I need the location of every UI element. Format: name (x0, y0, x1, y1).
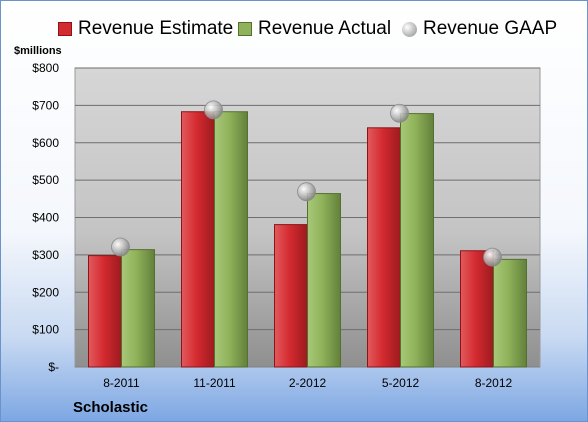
bar-revenue-estimate (274, 224, 308, 368)
point-revenue-gaap (204, 100, 223, 120)
legend-label-actual: Revenue Actual (258, 18, 392, 39)
point-revenue-gaap (483, 247, 502, 267)
bar-revenue-actual (307, 193, 341, 368)
y-tick-label: $500 (32, 173, 59, 187)
bar-revenue-actual (400, 113, 434, 368)
y-tick-label: $200 (32, 285, 59, 299)
bar-revenue-actual (493, 258, 527, 368)
company-name: Scholastic (73, 399, 149, 416)
y-tick-label: $600 (32, 136, 59, 150)
y-tick-label: $700 (32, 98, 59, 112)
point-revenue-gaap (390, 103, 409, 123)
legend-item-actual: Revenue Actual (238, 15, 391, 43)
y-tick-label: $- (48, 360, 59, 374)
x-axis-ticks: 8-2011 11-2011 2-2012 5-2012 8-2012 (103, 376, 512, 390)
legend-swatch-actual (238, 22, 252, 36)
legend: Revenue Estimate Revenue Actual Revenue … (1, 15, 587, 43)
bar-revenue-estimate (367, 127, 401, 368)
point-revenue-gaap (297, 182, 316, 202)
bar-revenue-estimate (460, 250, 494, 368)
bar-revenue-estimate (181, 111, 215, 368)
y-tick-label: $400 (32, 211, 59, 225)
legend-swatch-gaap (402, 21, 417, 37)
bar-revenue-estimate (88, 255, 122, 368)
legend-item-gaap: Revenue GAAP (402, 15, 557, 43)
x-tick-label: 8-2011 (103, 376, 140, 390)
y-axis-ticks: $- $100 $200 $300 $400 $500 $600 $700 $800 (32, 61, 59, 374)
legend-label-gaap: Revenue GAAP (423, 18, 558, 39)
bars (88, 111, 527, 368)
x-tick-label: 5-2012 (382, 376, 420, 390)
legend-label-estimate: Revenue Estimate (78, 18, 234, 39)
y-tick-label: $100 (32, 323, 59, 337)
gaap-points (111, 100, 502, 267)
x-tick-label: 11-2011 (193, 376, 236, 390)
x-tick-label: 2-2012 (289, 376, 327, 390)
y-tick-label: $800 (32, 61, 59, 75)
bar-revenue-actual (121, 249, 155, 368)
bar-revenue-actual (214, 111, 248, 368)
x-tick-label: 8-2012 (475, 376, 513, 390)
y-tick-label: $300 (32, 248, 59, 262)
point-revenue-gaap (111, 237, 130, 257)
legend-swatch-estimate (58, 22, 72, 36)
y-axis-label: $millions (14, 45, 62, 57)
legend-item-estimate: Revenue Estimate (58, 15, 233, 43)
